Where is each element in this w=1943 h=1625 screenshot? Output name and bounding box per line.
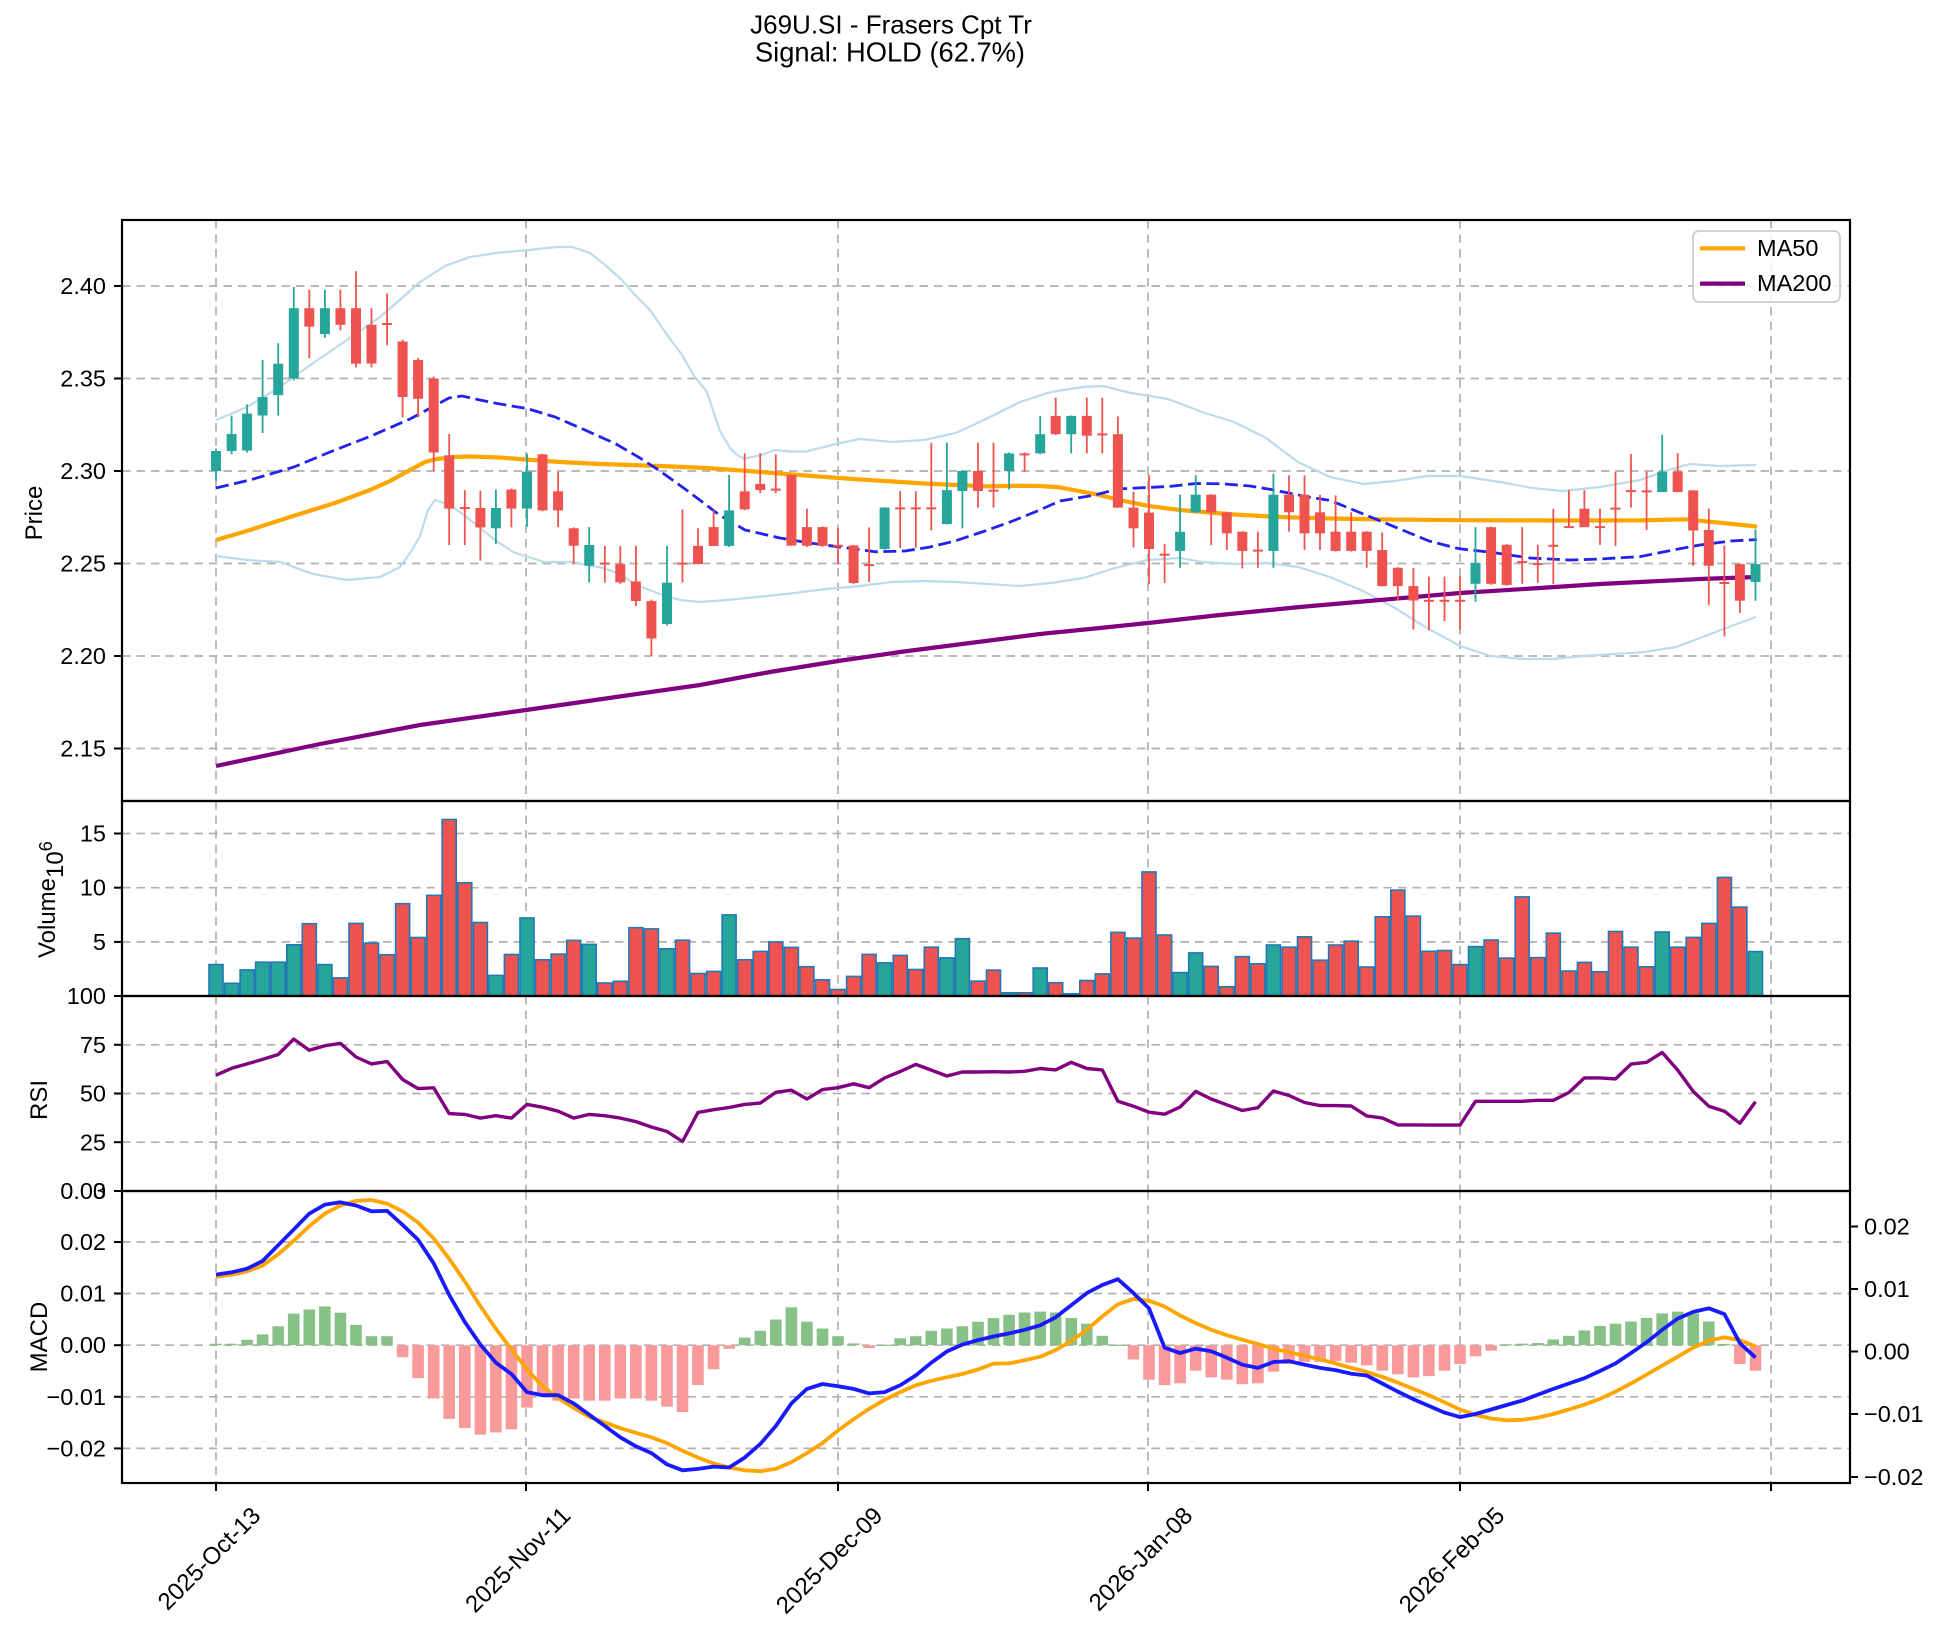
svg-text:0.02: 0.02 (60, 1229, 106, 1255)
svg-text:100: 100 (67, 983, 106, 1009)
svg-text:0: 0 (93, 1178, 106, 1204)
svg-text:MA50: MA50 (1757, 235, 1818, 261)
svg-text:−0.01: −0.01 (47, 1384, 106, 1410)
svg-text:Price: Price (21, 486, 48, 541)
svg-text:25: 25 (80, 1129, 106, 1155)
svg-text:0.00: 0.00 (60, 1332, 106, 1358)
svg-text:MA200: MA200 (1757, 270, 1831, 296)
svg-text:MACD: MACD (26, 1302, 53, 1373)
svg-text:75: 75 (80, 1032, 106, 1058)
svg-text:2.20: 2.20 (60, 643, 106, 669)
svg-text:10: 10 (80, 875, 106, 901)
svg-text:Signal: HOLD (62.7%): Signal: HOLD (62.7%) (755, 37, 1025, 68)
svg-text:0.01: 0.01 (1864, 1276, 1910, 1302)
svg-text:5: 5 (93, 929, 106, 955)
svg-text:0.02: 0.02 (1864, 1214, 1910, 1240)
svg-text:2.40: 2.40 (60, 273, 106, 299)
svg-text:−0.01: −0.01 (1864, 1401, 1923, 1427)
svg-text:J69U.SI - Frasers Cpt Tr: J69U.SI - Frasers Cpt Tr (750, 10, 1032, 40)
svg-text:2.25: 2.25 (60, 551, 106, 577)
svg-text:0.00: 0.00 (1864, 1339, 1910, 1365)
svg-text:−0.02: −0.02 (1864, 1464, 1923, 1490)
svg-text:2.35: 2.35 (60, 366, 106, 392)
svg-text:2.15: 2.15 (60, 736, 106, 762)
svg-text:0.01: 0.01 (60, 1281, 106, 1307)
svg-text:0.03: 0.03 (60, 1178, 106, 1204)
svg-text:−0.02: −0.02 (47, 1435, 106, 1461)
svg-text:2.30: 2.30 (60, 458, 106, 484)
svg-text:50: 50 (80, 1081, 106, 1107)
svg-text:15: 15 (80, 821, 106, 847)
svg-text:RSI: RSI (26, 1080, 53, 1120)
svg-text:Volume: Volume (34, 878, 61, 958)
